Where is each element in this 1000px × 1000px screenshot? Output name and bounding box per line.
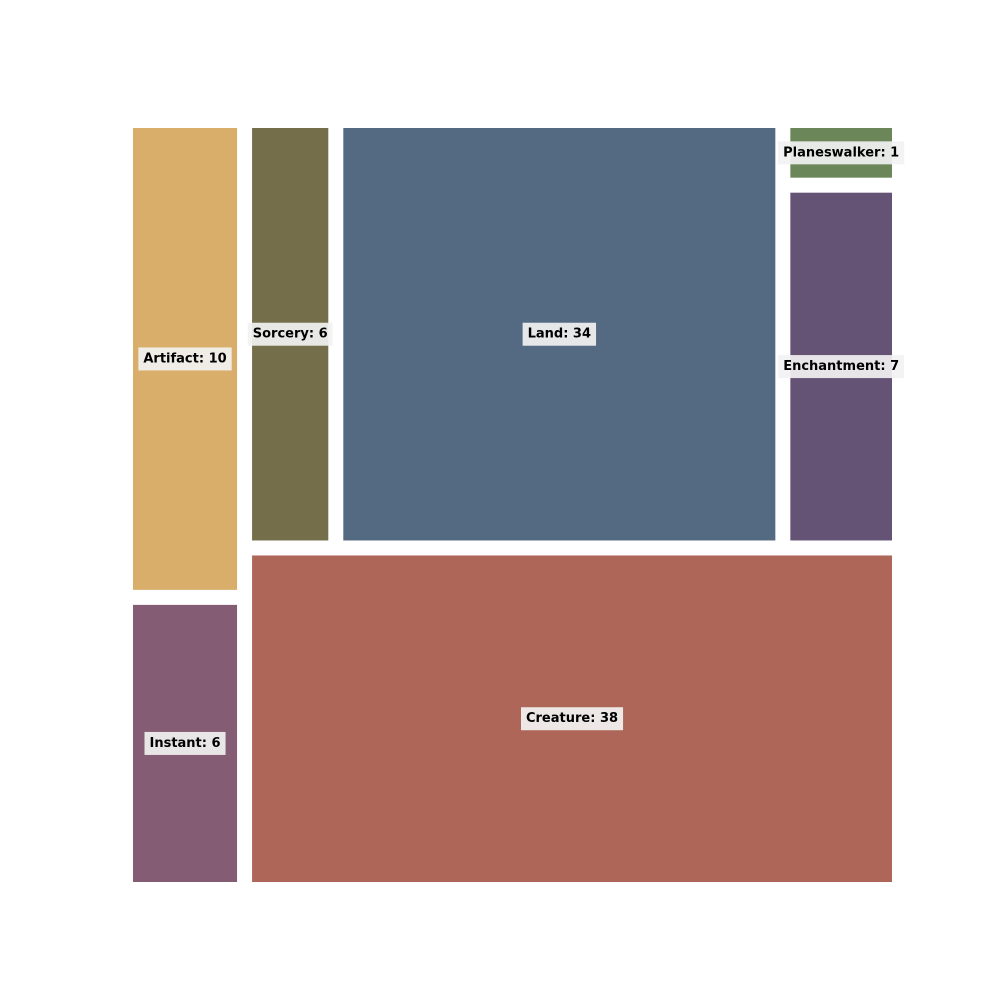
tile-label-text-enchantment: Enchantment: 7: [783, 359, 899, 374]
tile-label-text-sorcery: Sorcery: 6: [253, 327, 328, 342]
tile-label-text-creature: Creature: 38: [526, 711, 618, 726]
tile-label-bg-instant: [144, 731, 226, 755]
tile-label-instant: Instant: 6: [144, 731, 226, 755]
tile-label-bg-sorcery: [247, 322, 333, 346]
tile-label-enchantment: Enchantment: 7: [778, 355, 905, 379]
tile-label-text-artifact: Artifact: 10: [143, 351, 226, 366]
treemap-tiles: [133, 128, 892, 882]
tile-label-creature: Creature: 38: [520, 707, 624, 731]
tile-label-sorcery: Sorcery: 6: [247, 322, 333, 346]
tile-label-text-instant: Instant: 6: [149, 736, 220, 751]
tile-label-bg-planeswalker: [778, 141, 905, 165]
tile-label-land: Land: 34: [522, 322, 597, 346]
tile-label-bg-artifact: [138, 347, 232, 371]
tile-label-text-land: Land: 34: [528, 327, 591, 342]
tile-label-bg-creature: [520, 707, 624, 731]
tile-label-bg-enchantment: [778, 355, 905, 379]
tile-label-bg-land: [522, 322, 597, 346]
tile-label-planeswalker: Planeswalker: 1: [778, 141, 905, 165]
tile-label-artifact: Artifact: 10: [138, 347, 232, 371]
treemap-labels: Artifact: 10 Instant: 6 Sorcery: 6 Land: 34…: [138, 141, 905, 755]
tile-label-text-planeswalker: Planeswalker: 1: [783, 145, 899, 160]
